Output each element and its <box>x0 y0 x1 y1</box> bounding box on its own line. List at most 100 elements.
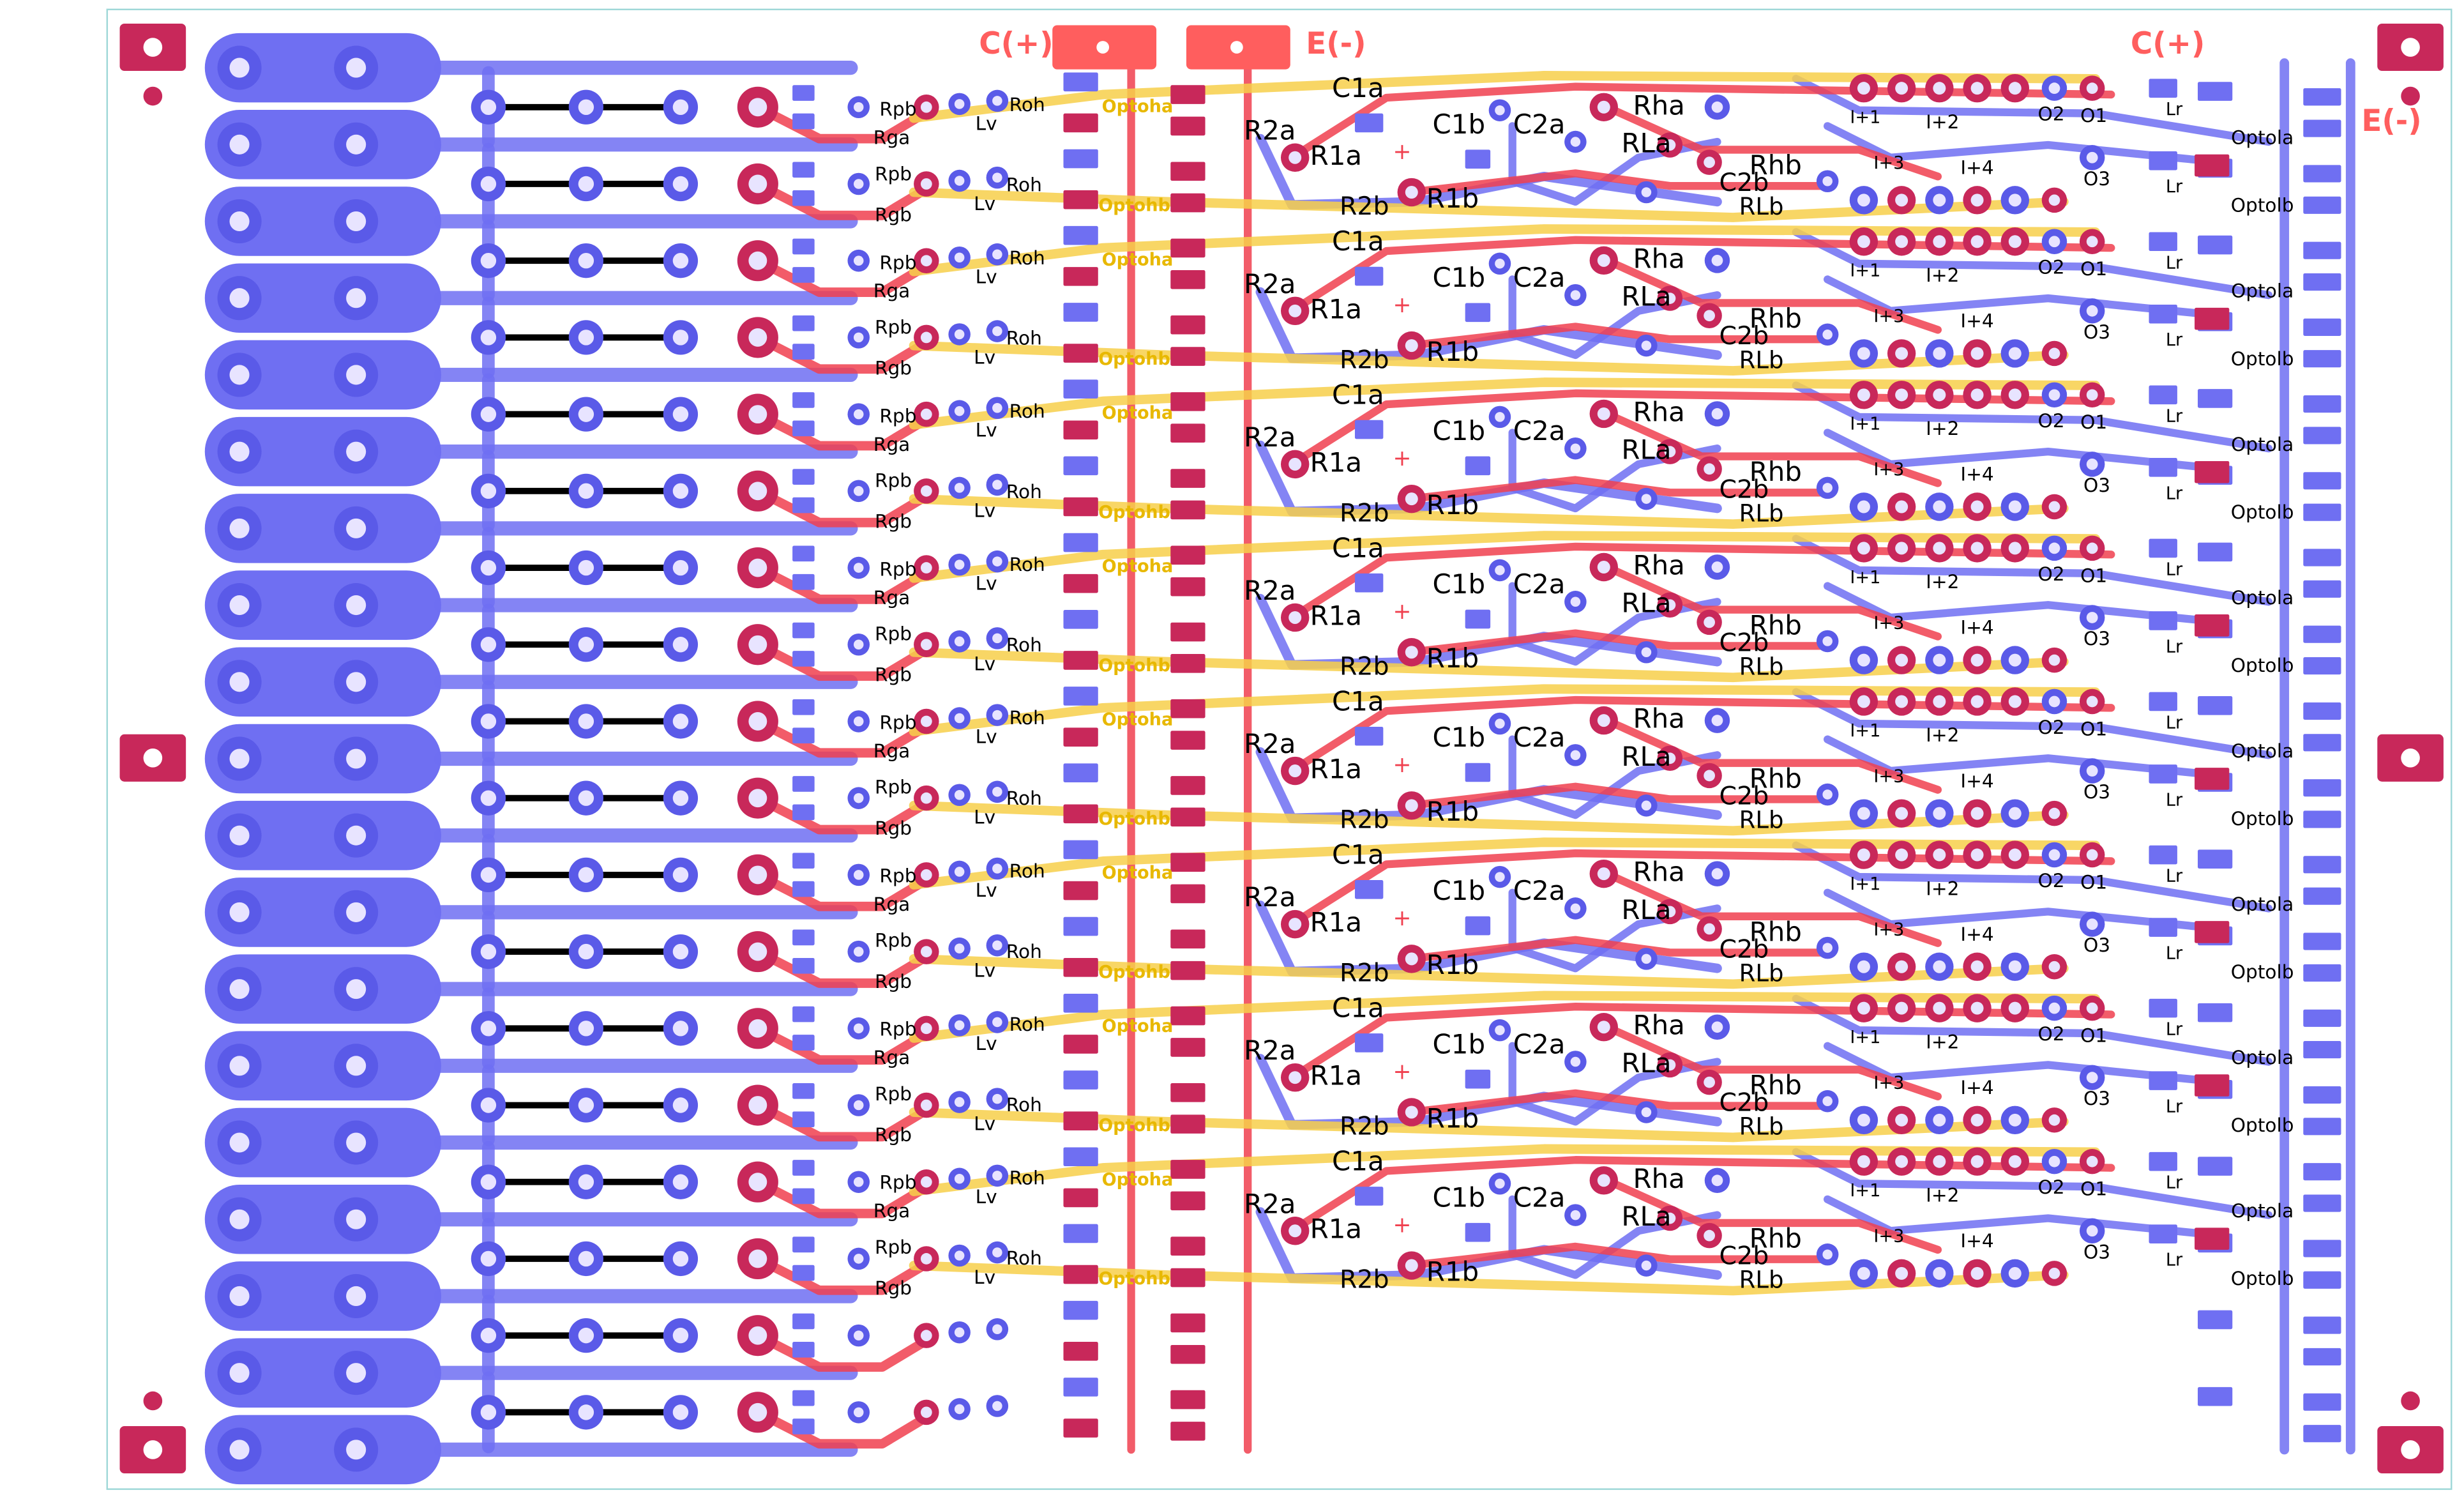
via-hole <box>672 176 689 192</box>
connector-pill <box>204 878 441 947</box>
smd-pad <box>1063 149 1098 169</box>
via-hole <box>2008 542 2022 555</box>
trace <box>753 563 935 604</box>
smd-pad <box>1063 1070 1098 1090</box>
fiducial <box>2401 1391 2420 1411</box>
component-label: I+2 <box>1926 571 1959 593</box>
smd-pad <box>792 190 815 206</box>
component-label: C1a <box>1332 839 1384 870</box>
via-hole <box>578 1250 594 1267</box>
trace <box>1603 1176 1942 1254</box>
via-hole <box>480 1327 497 1344</box>
smd-pad <box>1063 763 1098 782</box>
trace <box>753 946 935 988</box>
component-label: Optoha <box>1102 557 1174 577</box>
component-label: Rpb <box>879 558 916 580</box>
smd-pad <box>1063 1035 1098 1054</box>
smd-pad <box>1063 916 1098 936</box>
via-hole <box>992 326 1002 337</box>
via-hole <box>1970 848 1984 862</box>
via-hole <box>1970 960 1984 973</box>
via-hole <box>2048 389 2060 401</box>
component-label: Roh <box>1009 707 1045 729</box>
component-label: Optolb <box>2231 655 2294 676</box>
smd-pad <box>1170 699 1206 718</box>
via-hole <box>954 1404 965 1415</box>
component-label: Lr <box>2166 559 2183 579</box>
via-hole <box>853 102 864 112</box>
component-label: I+4 <box>1960 464 1993 485</box>
via-hole <box>920 792 932 804</box>
component-label: C2a <box>1513 415 1566 446</box>
via-hole <box>2008 347 2022 360</box>
via-hole <box>748 789 767 808</box>
via-hole <box>853 563 864 573</box>
smd-pad <box>1170 577 1206 597</box>
via-hole <box>2086 151 2098 163</box>
via-hole <box>1895 500 1908 513</box>
smd-pad <box>1170 347 1206 366</box>
component-label: R1a <box>1310 754 1363 785</box>
component-label: Lv <box>974 1113 995 1135</box>
component-label: C2b <box>1720 935 1769 964</box>
via-hole <box>1711 561 1723 573</box>
via-hole <box>1895 1001 1908 1015</box>
trace <box>1603 409 1942 487</box>
via-hole <box>480 943 497 960</box>
via-hole <box>1970 653 1984 667</box>
via-hole <box>1641 494 1652 504</box>
component-label: O3 <box>2083 1241 2110 1263</box>
via-hole <box>2048 807 2060 819</box>
via-hole <box>1641 340 1652 351</box>
smd-pad <box>1170 622 1206 642</box>
smd-pad <box>2149 1224 2177 1244</box>
via-hole <box>1495 1178 1505 1189</box>
component-label: C2a <box>1513 1028 1566 1060</box>
via-hole <box>229 1440 250 1460</box>
component-label: O2 <box>2037 103 2064 125</box>
component-label: I+1 <box>1850 1181 1880 1201</box>
smd-pad <box>792 497 815 513</box>
component-label: R1a <box>1310 600 1363 631</box>
via-hole <box>954 636 965 647</box>
via-hole <box>229 518 250 538</box>
smd-pad <box>1063 994 1098 1013</box>
smd-pad <box>1170 1422 1206 1441</box>
smd-pad <box>2195 154 2230 177</box>
component-label: Rga <box>873 893 910 915</box>
trace <box>1603 1023 1942 1100</box>
component-label: Optohb <box>1098 1269 1170 1289</box>
component-label: Lv <box>976 112 997 134</box>
trace <box>1406 936 1832 963</box>
via-hole <box>2086 1225 2098 1237</box>
via-hole <box>229 1286 250 1307</box>
via-hole <box>2086 82 2098 95</box>
component-label: Rpb <box>879 712 916 734</box>
component-label: Rgb <box>875 1124 912 1146</box>
trace <box>753 1177 935 1219</box>
smd-pad <box>1354 113 1384 133</box>
via-hole <box>920 562 932 574</box>
via-hole <box>1970 82 1984 95</box>
via-hole <box>1857 653 1870 667</box>
smd-pad <box>1063 267 1098 286</box>
component-label: I+3 <box>1873 460 1904 480</box>
smd-pad <box>792 267 815 283</box>
smd-pad <box>1170 1268 1206 1288</box>
component-label: Rhb <box>1750 456 1802 487</box>
component-label: R2a <box>1244 1035 1296 1066</box>
component-label: C2a <box>1513 722 1566 753</box>
component-label: R2a <box>1244 268 1296 300</box>
component-label: I+1 <box>1850 568 1880 588</box>
component-label: C2a <box>1513 262 1566 293</box>
smd-pad <box>792 1160 815 1176</box>
via-hole <box>672 1021 689 1037</box>
smd-pad <box>1170 1344 1206 1364</box>
component-label: RLa <box>1621 127 1671 158</box>
via-hole <box>748 1326 767 1345</box>
component-label: C1b <box>1433 568 1486 600</box>
component-label: Lr <box>2166 100 2183 119</box>
component-label: Rha <box>1633 1010 1684 1041</box>
via-hole <box>229 211 250 232</box>
via-hole <box>920 946 932 957</box>
